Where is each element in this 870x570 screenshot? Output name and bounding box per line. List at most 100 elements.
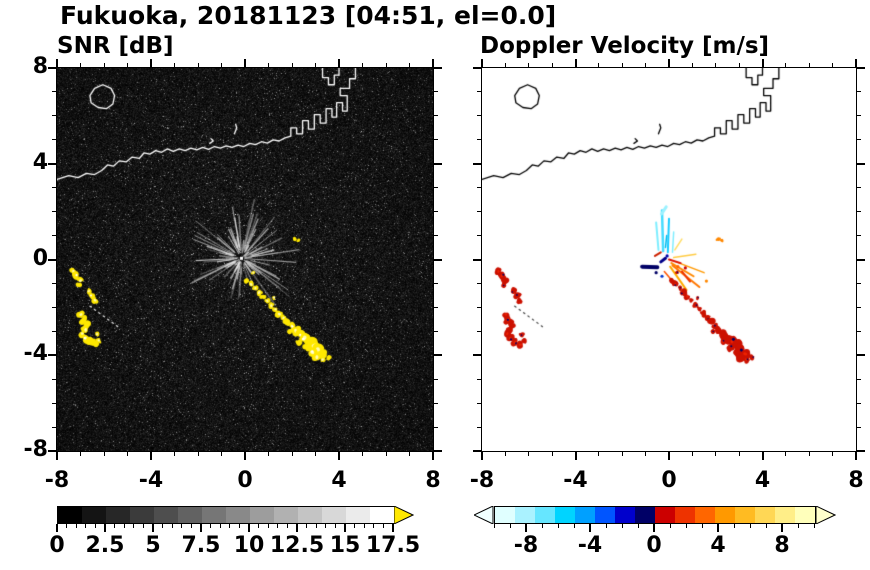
major-tick	[473, 450, 481, 452]
colorbar-minor-tick	[286, 524, 288, 528]
colorbar-minor-tick	[765, 524, 767, 528]
colorbar-minor-tick	[85, 524, 87, 528]
major-tick	[434, 450, 442, 452]
major-tick	[761, 59, 764, 67]
minor-tick	[385, 63, 387, 67]
velocity-plot-canvas	[481, 67, 857, 452]
velocity-colorbar-label: 8	[774, 533, 790, 558]
major-tick	[244, 59, 246, 67]
minor-tick	[197, 452, 199, 456]
minor-tick	[528, 63, 530, 67]
minor-tick	[52, 402, 56, 404]
major-tick	[150, 452, 152, 460]
major-tick	[434, 354, 442, 357]
velocity-colorbar	[494, 506, 816, 524]
snr-colorbar-label: 2.5	[85, 533, 125, 558]
snr-colorbar-label: 15	[329, 533, 361, 558]
minor-tick	[52, 426, 56, 428]
colorbar-minor-tick	[315, 524, 317, 528]
colorbar-minor-tick	[749, 524, 751, 528]
colorbar-minor-tick	[637, 524, 639, 528]
minor-tick	[477, 235, 481, 237]
colorbar-minor-tick	[325, 524, 327, 528]
minor-tick	[857, 378, 861, 380]
minor-tick	[52, 115, 56, 117]
x-tick-label: -8	[469, 468, 495, 493]
minor-tick	[434, 187, 438, 189]
major-tick	[574, 452, 577, 460]
colorbar-minor-tick	[669, 524, 671, 528]
major-tick	[855, 452, 857, 460]
major-tick	[56, 59, 58, 67]
snr-colorbar-band	[274, 507, 298, 523]
colorbar-minor-tick	[733, 524, 735, 528]
snr-colorbar-band	[226, 507, 250, 523]
y-tick-label: -8	[23, 437, 48, 462]
major-tick	[48, 67, 56, 69]
major-tick	[56, 452, 58, 460]
minor-tick	[315, 63, 316, 67]
minor-tick	[477, 187, 481, 189]
minor-tick	[477, 426, 481, 428]
minor-tick	[434, 139, 438, 141]
minor-tick	[504, 452, 506, 456]
minor-tick	[645, 63, 647, 67]
velocity-colorbar-band	[655, 507, 675, 523]
colorbar-minor-tick	[258, 524, 260, 528]
minor-tick	[477, 115, 481, 117]
velocity-colorbar-band	[515, 507, 535, 523]
snr-colorbar-band	[250, 507, 274, 523]
colorbar-minor-tick	[75, 524, 77, 528]
minor-tick	[80, 63, 81, 67]
major-tick	[244, 452, 246, 460]
colorbar-minor-tick	[685, 524, 687, 528]
colorbar-minor-tick	[267, 524, 269, 528]
colorbar-major-tick	[344, 524, 346, 532]
velocity-colorbar-band	[795, 507, 815, 523]
x-tick-label: -4	[563, 468, 588, 493]
minor-tick	[598, 452, 600, 456]
minor-tick	[52, 187, 56, 189]
x-tick-label: 8	[425, 468, 441, 493]
major-tick	[473, 162, 481, 165]
major-tick	[473, 354, 481, 357]
minor-tick	[621, 63, 623, 67]
colorbar-minor-tick	[190, 524, 192, 528]
major-tick	[857, 67, 865, 69]
colorbar-minor-tick	[541, 524, 543, 528]
major-tick	[668, 452, 670, 460]
colorbar-major-tick	[56, 524, 58, 532]
minor-tick	[857, 402, 861, 404]
colorbar-major-tick	[392, 524, 394, 532]
snr-colorbar-label: 10	[233, 533, 265, 558]
colorbar-major-tick	[296, 524, 298, 532]
major-tick	[48, 354, 56, 357]
minor-tick	[434, 115, 438, 117]
snr-colorbar-band	[298, 507, 322, 523]
figure-title: Fukuoka, 20181123 [04:51, el=0.0]	[60, 1, 557, 30]
minor-tick	[857, 139, 861, 141]
snr-colorbar-band	[370, 507, 394, 523]
colorbar-minor-tick	[162, 524, 164, 528]
snr-colorbar-label: 12.5	[269, 533, 325, 558]
major-tick	[481, 452, 483, 460]
minor-tick	[477, 282, 481, 284]
velocity-colorbar-band	[635, 507, 655, 523]
snr-colorbar-band	[154, 507, 178, 523]
velocity-colorbar-band	[615, 507, 635, 523]
minor-tick	[385, 452, 387, 456]
minor-tick	[477, 378, 481, 380]
minor-tick	[551, 63, 553, 67]
minor-tick	[434, 330, 438, 332]
velocity-colorbar-band	[675, 507, 695, 523]
major-tick	[473, 67, 481, 69]
minor-tick	[857, 426, 861, 428]
major-tick	[434, 162, 442, 165]
minor-tick	[785, 63, 787, 67]
minor-tick	[409, 63, 410, 67]
y-tick-label: 8	[32, 54, 48, 79]
colorbar-minor-tick	[306, 524, 308, 528]
colorbar-major-tick	[717, 524, 719, 532]
colorbar-minor-tick	[133, 524, 135, 528]
colorbar-major-tick	[653, 524, 655, 532]
